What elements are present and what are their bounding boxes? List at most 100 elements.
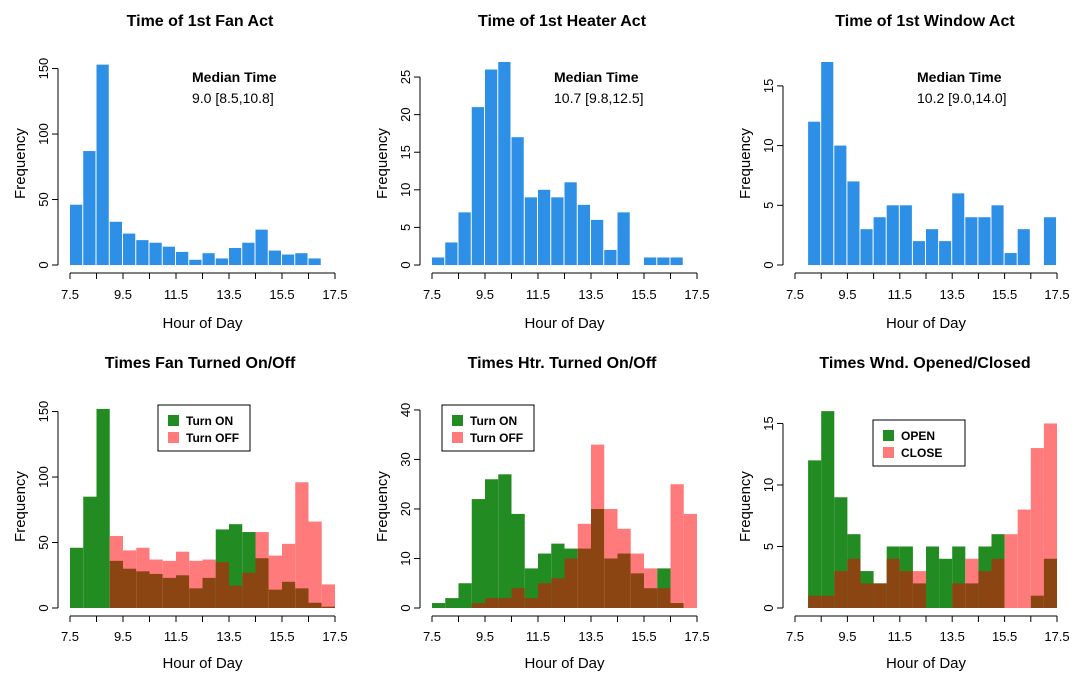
x-axis-label: Hour of Day [886, 315, 967, 332]
legend-box [441, 404, 535, 452]
bar [847, 181, 860, 265]
chart-title: Time of 1st Window Act [835, 13, 1015, 30]
bar [176, 251, 189, 265]
x-tick-label: 13.5 [216, 629, 241, 644]
y-tick-label: 5 [398, 224, 413, 231]
bar [242, 242, 255, 265]
bar [1017, 229, 1030, 265]
x-tick-label: 9.5 [838, 629, 856, 644]
bar [978, 217, 991, 265]
bar-overlap [229, 585, 243, 608]
x-tick-label: 11.5 [526, 629, 550, 644]
y-tick-label: 0 [398, 261, 413, 268]
bar [873, 217, 886, 265]
y-axis-label: Frequency [12, 471, 29, 542]
x-tick-label: 13.5 [578, 629, 603, 644]
bar [1043, 217, 1056, 265]
bar [991, 205, 1004, 265]
bar [458, 583, 472, 608]
bar [538, 189, 551, 265]
bar [96, 64, 109, 265]
bar [308, 258, 321, 265]
bar [524, 197, 537, 265]
bar [952, 193, 965, 265]
bar [498, 62, 511, 265]
bar [604, 249, 617, 265]
median-value: 9.0 [8.5,10.8] [192, 90, 274, 106]
bar-overlap [630, 573, 644, 608]
bar [926, 546, 940, 608]
bar [860, 229, 873, 265]
bar [926, 229, 939, 265]
x-tick-label: 13.5 [940, 629, 965, 644]
chart-title: Time of 1st Fan Act [127, 13, 274, 30]
x-tick-label: 17.5 [1044, 287, 1069, 302]
bar-overlap [123, 568, 137, 608]
x-tick-label: 7.5 [786, 629, 804, 644]
x-tick-label: 7.5 [786, 287, 804, 302]
bar [939, 241, 952, 265]
bar-overlap [591, 508, 605, 608]
bar-overlap [644, 588, 658, 608]
legend-swatch [883, 447, 894, 458]
bar-overlap [978, 571, 992, 608]
bar-overlap [834, 571, 848, 608]
bar [617, 212, 630, 265]
legend-label: CLOSE [901, 446, 942, 460]
chart-title: Times Fan Turned On/Off [105, 355, 296, 372]
y-tick-label: 10 [398, 551, 413, 565]
bar [432, 603, 446, 608]
bar-overlap [308, 602, 322, 608]
legend: OPEN CLOSE [872, 419, 966, 467]
bar [458, 212, 471, 265]
bar-overlap [821, 595, 835, 608]
bar [255, 229, 268, 265]
y-tick-label: 50 [36, 535, 51, 549]
legend-box [157, 404, 251, 452]
y-tick-label: 10 [398, 183, 413, 197]
bar [83, 151, 96, 265]
y-axis-label: Frequency [374, 128, 391, 199]
x-tick-label: 11.5 [888, 629, 912, 644]
y-tick-label: 150 [36, 401, 51, 423]
bar [886, 205, 899, 265]
x-tick-label: 9.5 [476, 629, 494, 644]
bar [551, 197, 564, 265]
legend-box [872, 419, 966, 467]
legend-swatch [452, 432, 463, 443]
bar-overlap [268, 589, 282, 608]
y-tick-label: 5 [761, 202, 776, 209]
y-tick-label: 0 [36, 604, 51, 611]
bar [644, 257, 657, 265]
bar-overlap [524, 598, 538, 608]
chart-title: Time of 1st Heater Act [478, 13, 647, 30]
chart-panel-2: Time of 1st Heater Act 7.5 9.5 11.5 13.5 15.5… [374, 13, 710, 332]
bar-overlap [471, 603, 485, 608]
legend-label: Turn ON [186, 414, 233, 428]
bar-overlap [202, 577, 216, 608]
bar-overlap [162, 577, 176, 608]
bar-overlap [991, 558, 1005, 608]
x-tick-label: 15.5 [992, 629, 1017, 644]
x-tick-label: 17.5 [322, 287, 347, 302]
x-tick-label: 17.5 [684, 287, 709, 302]
chart-panel-3: Time of 1st Window Act 7.5 9.5 11.5 13.5 15.5… [737, 13, 1070, 332]
bar-overlap [847, 558, 861, 608]
bar-overlap [295, 588, 309, 608]
chart-panel-1: Time of 1st Fan Act 7.5 9.5 11.5 13.5 15.5 17.… [12, 13, 348, 332]
bar-overlap [511, 588, 525, 608]
bar-overlap [498, 598, 512, 608]
chart-panel-4: Times Fan Turned On/Off 7.5 9.5 11.5 13.5 15.… [12, 355, 348, 672]
bar [268, 250, 281, 265]
bar-overlap [149, 573, 163, 608]
bar-overlap [670, 603, 684, 608]
bar [657, 257, 670, 265]
y-tick-label: 40 [398, 403, 413, 417]
x-tick-label: 15.5 [631, 629, 656, 644]
bar [670, 257, 683, 265]
y-axis-label: Frequency [737, 128, 754, 199]
bar-overlap [538, 583, 552, 608]
bar [965, 217, 978, 265]
bar-overlap [176, 575, 190, 608]
